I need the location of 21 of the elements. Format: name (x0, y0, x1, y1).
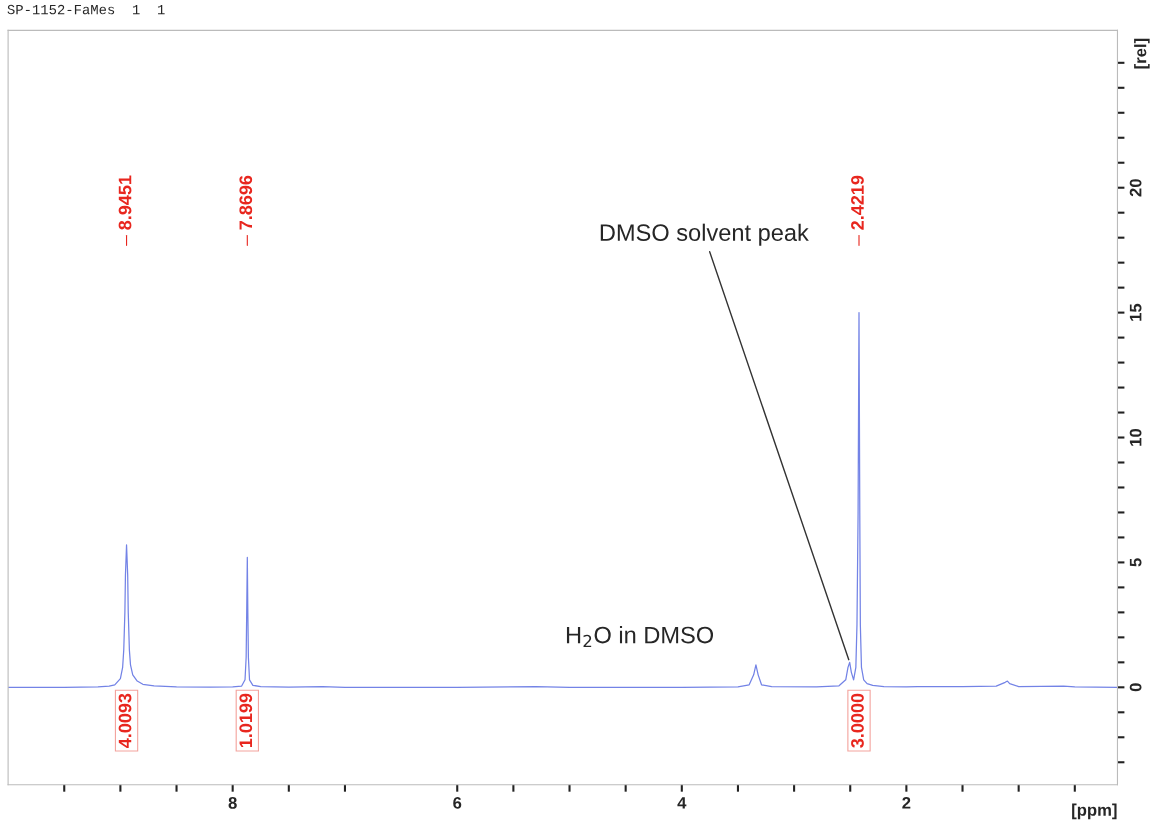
y-tick-label: 10 (1129, 428, 1142, 446)
x-tick-label: 8 (228, 796, 237, 809)
annotation: DMSO solvent peak (600, 223, 809, 246)
x-tick-label: 4 (677, 797, 687, 809)
y-tick-label: 15 (1129, 303, 1142, 321)
chart-title: SP-1152-FaMes 1 1 (7, 4, 165, 15)
x-tick-label: 2 (902, 796, 911, 809)
line-series (8, 311, 1118, 688)
annotation: 1.0199 (239, 693, 253, 748)
annotation: 2.4219 (851, 175, 864, 230)
annotation: 8.9451 (118, 175, 132, 230)
y-axis-title: [rel] (1134, 38, 1150, 69)
y-tick-label: 0 (1129, 683, 1142, 692)
y-tick-label: 20 (1129, 179, 1142, 197)
x-tick-label: 6 (453, 796, 462, 809)
annotation: 7.8696 (239, 175, 253, 230)
annotation: 4.0093 (118, 693, 132, 748)
annotation: H$_{2}$O in DMSO (566, 626, 714, 648)
x-axis-title: [ppm] (1072, 803, 1117, 820)
y-tick-label: 5 (1129, 558, 1142, 567)
annotation: 3.0000 (851, 693, 864, 748)
